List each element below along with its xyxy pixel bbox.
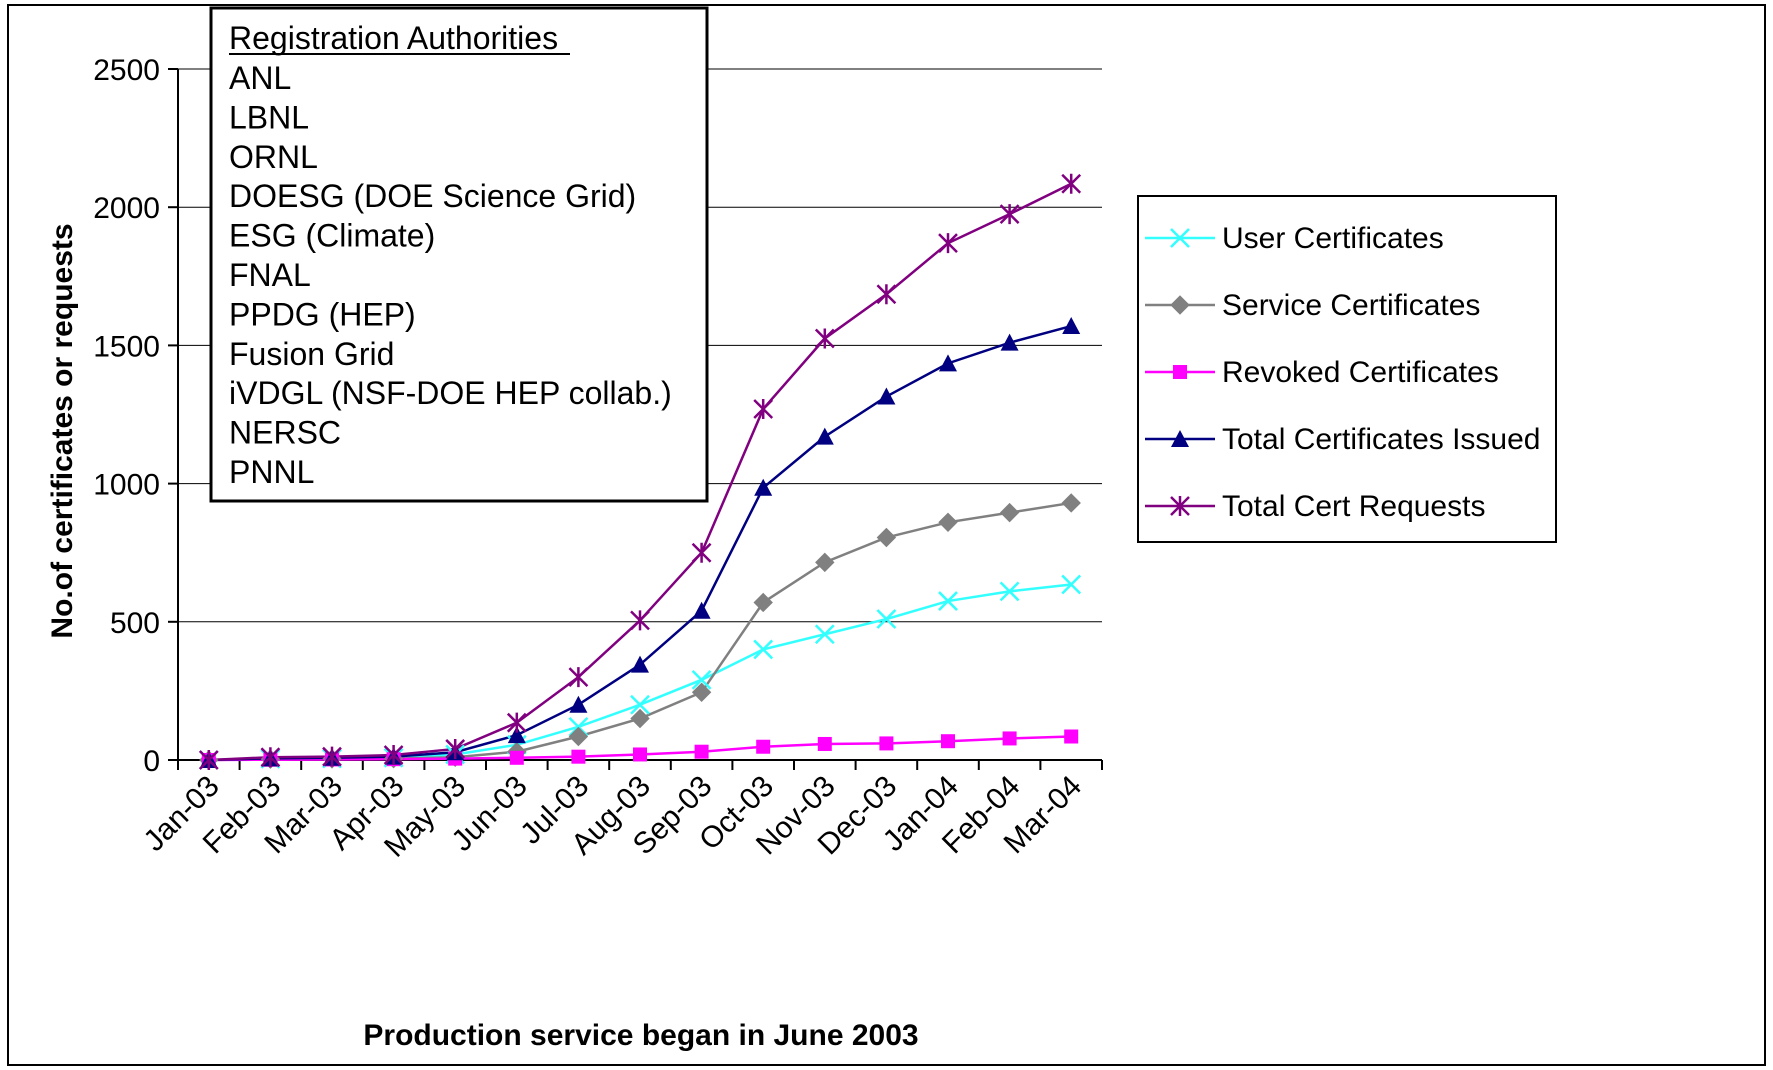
ra-item: ORNL [229,139,318,175]
legend-label: Total Certificates Issued [1222,423,1540,456]
legend-item: User Certificates [1145,222,1444,255]
data-point [1000,333,1019,351]
data-point [877,387,896,405]
data-point [1061,493,1081,513]
legend-label: User Certificates [1222,222,1444,255]
legend-marker [1173,365,1187,379]
data-point [876,527,897,548]
y-tick-label: 500 [110,607,160,640]
data-point [814,624,835,645]
data-point [445,738,466,759]
y-tick-label: 2500 [93,54,160,87]
ra-item: ANL [229,60,291,96]
data-point [692,601,711,619]
data-point [506,712,527,733]
data-point [876,284,897,305]
y-tick-label: 0 [143,745,160,778]
legend-item: Service Certificates [1145,289,1480,322]
legend-label: Total Cert Requests [1222,490,1485,523]
ra-item: LBNL [229,99,309,135]
data-point [939,354,957,372]
data-point [1064,729,1079,744]
y-tick-label: 1500 [93,330,160,363]
ra-item: Fusion Grid [229,336,394,372]
ra-item: DOESG (DOE Science Grid) [229,178,636,214]
data-point [383,745,404,766]
data-point [753,592,773,613]
data-point [938,591,958,611]
data-point [753,398,774,419]
data-point [322,746,342,767]
data-point [754,478,773,496]
legend-item: Total Certificates Issued [1145,423,1540,456]
ra-item: ESG (Climate) [229,218,435,254]
y-axis-title: No.of certificates or requests [46,223,79,638]
data-point [509,750,524,765]
legend-item: Revoked Certificates [1145,356,1499,389]
data-point [814,328,835,349]
data-point [999,204,1020,225]
data-point [633,747,647,762]
data-point [568,726,589,747]
data-point [756,739,771,754]
data-point [631,655,649,673]
ra-item: NERSC [229,415,341,451]
data-point [198,750,219,770]
legend: User Certificates Service Certificates Rev… [1137,195,1557,543]
x-axis-title: Production service began in June 2003 [363,1019,918,1052]
ra-item: PPDG (HEP) [229,296,416,332]
data-point [1061,173,1082,194]
data-point [507,726,526,744]
legend-marker [1170,496,1190,516]
legend-marker [1170,228,1190,248]
data-point [691,542,712,563]
y-tick-labels: 0 500 1000 1500 2000 2500 [93,54,178,778]
data-point [938,512,958,533]
legend-label: Service Certificates [1222,289,1480,322]
data-point [876,609,897,629]
ra-heading: Registration Authorities [229,20,558,56]
legend-item: Total Cert Requests [1145,490,1485,523]
data-point [569,695,588,713]
data-point [1061,574,1082,595]
data-point [630,694,650,715]
data-point [879,736,894,751]
data-point [694,744,709,759]
data-point [630,610,650,631]
data-point [938,233,958,254]
y-tick-label: 2000 [93,192,160,225]
data-point [691,682,712,702]
data-point [571,749,586,764]
ra-item: PNNL [229,454,314,490]
data-point [1002,731,1017,746]
data-point [753,639,774,660]
y-tick-label: 1000 [93,469,160,502]
data-point [260,747,281,768]
legend-marker [1170,295,1190,315]
ra-item: iVDGL (NSF-DOE HEP collab.) [229,375,672,411]
data-point [999,581,1020,602]
legend-marker [1171,430,1189,447]
ra-item: FNAL [229,257,311,293]
data-point [817,736,832,751]
legend-label: Revoked Certificates [1222,356,1499,389]
data-point [1062,317,1081,335]
series-markers [198,173,1082,770]
data-point [691,669,712,690]
data-point [941,734,955,749]
data-point [999,502,1020,523]
data-point [815,427,834,445]
data-point [815,552,835,573]
data-point [568,667,589,688]
data-point [630,708,650,729]
